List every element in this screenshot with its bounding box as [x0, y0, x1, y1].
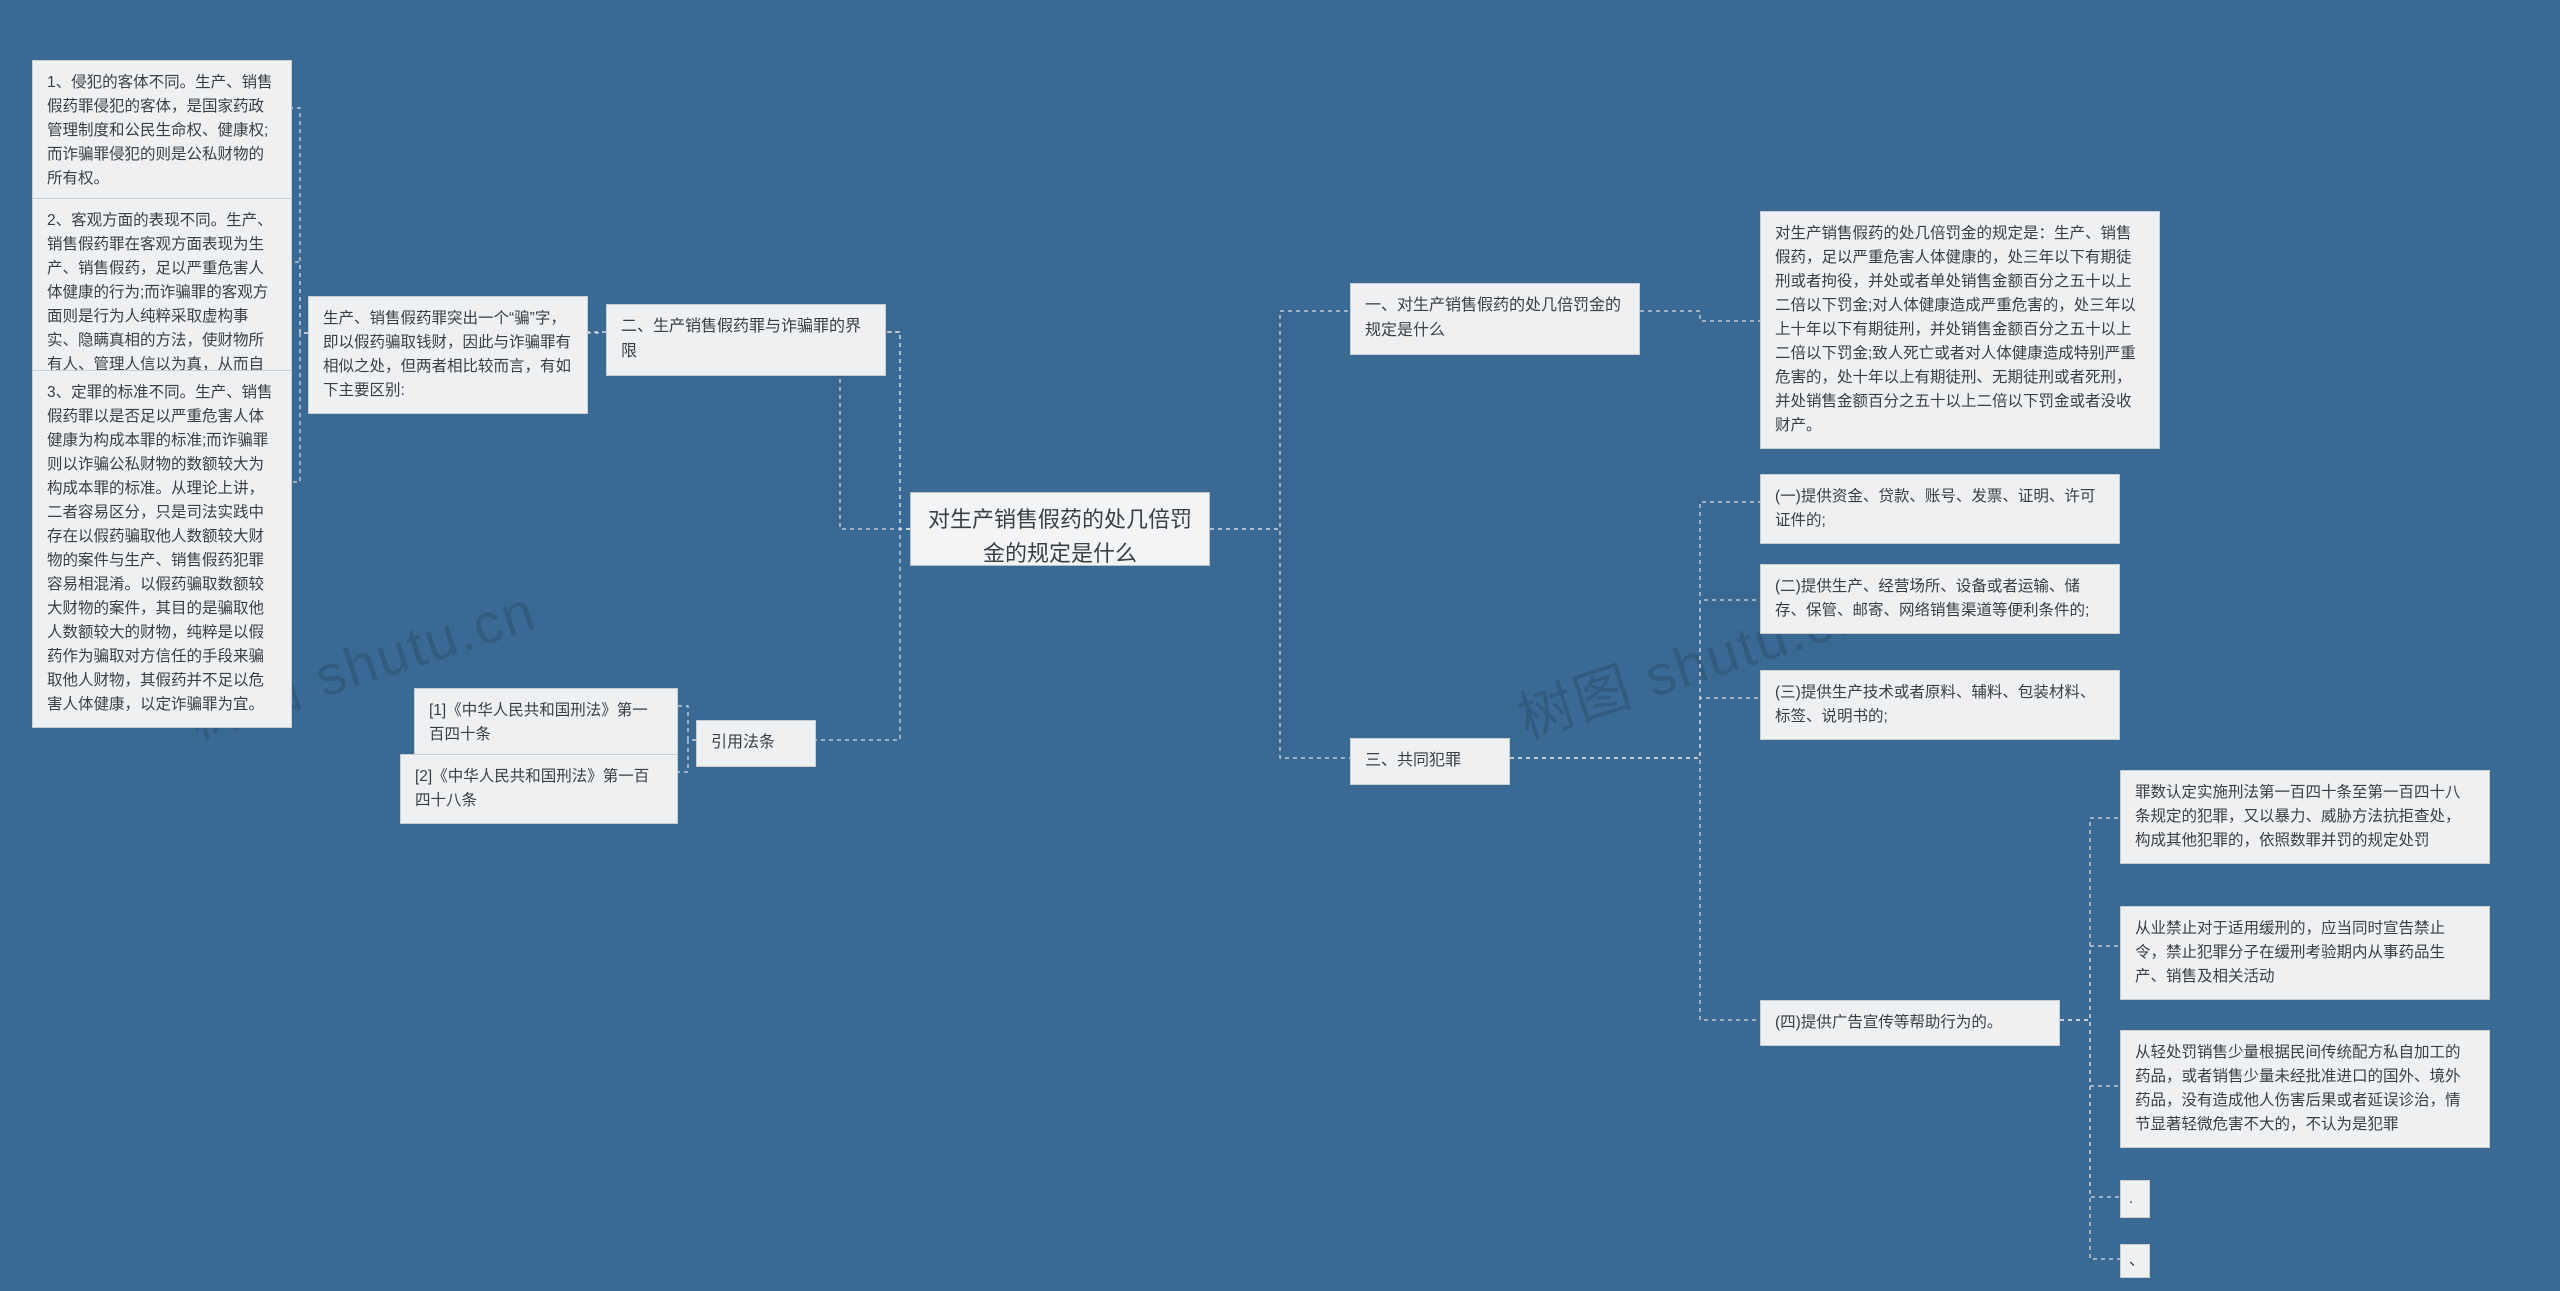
leaf-r2d5: 、	[2120, 1244, 2150, 1278]
leaf-r2d1-text: 罪数认定实施刑法第一百四十条至第一百四十八条规定的犯罪，又以暴力、威胁方法抗拒查…	[2135, 784, 2461, 849]
root-text: 对生产销售假药的处几倍罚金的规定是什么	[928, 507, 1192, 566]
leaf-r2a: (一)提供资金、贷款、账号、发票、证明、许可证件的;	[1760, 474, 2120, 544]
leaf-l1a1-text: 1、侵犯的客体不同。生产、销售假药罪侵犯的客体，是国家药政管理制度和公民生命权、…	[47, 74, 273, 187]
leaf-r2d2: 从业禁止对于适用缓刑的，应当同时宣告禁止令，禁止犯罪分子在缓刑考验期内从事药品生…	[2120, 906, 2490, 1000]
leaf-r2d3-text: 从轻处罚销售少量根据民间传统配方私自加工的药品，或者销售少量未经批准进口的国外、…	[2135, 1044, 2461, 1133]
leaf-l2b: [2]《中华人民共和国刑法》第一百四十八条	[400, 754, 678, 824]
branch-r1-text: 一、对生产销售假药的处几倍罚金的规定是什么	[1365, 297, 1621, 339]
leaf-l1a: 生产、销售假药罪突出一个“骗”字，即以假药骗取钱财，因此与诈骗罪有相似之处，但两…	[308, 296, 588, 414]
leaf-r2d: (四)提供广告宣传等帮助行为的。	[1760, 1000, 2060, 1046]
leaf-r2b: (二)提供生产、经营场所、设备或者运输、储存、保管、邮寄、网络销售渠道等便利条件…	[1760, 564, 2120, 634]
leaf-r1a: 对生产销售假药的处几倍罚金的规定是：生产、销售假药，足以严重危害人体健康的，处三…	[1760, 211, 2160, 449]
leaf-l1a-text: 生产、销售假药罪突出一个“骗”字，即以假药骗取钱财，因此与诈骗罪有相似之处，但两…	[323, 310, 571, 399]
leaf-r2c: (三)提供生产技术或者原料、辅料、包装材料、标签、说明书的;	[1760, 670, 2120, 740]
leaf-l2a-text: [1]《中华人民共和国刑法》第一百四十条	[429, 702, 648, 743]
root-node: 对生产销售假药的处几倍罚金的规定是什么	[910, 492, 1210, 566]
leaf-l1a1: 1、侵犯的客体不同。生产、销售假药罪侵犯的客体，是国家药政管理制度和公民生命权、…	[32, 60, 292, 202]
leaf-l1a3: 3、定罪的标准不同。生产、销售假药罪以是否足以严重危害人体健康为构成本罪的标准;…	[32, 370, 292, 728]
leaf-r2a-text: (一)提供资金、贷款、账号、发票、证明、许可证件的;	[1775, 488, 2095, 529]
branch-l1-text: 二、生产销售假药罪与诈骗罪的界限	[621, 318, 861, 360]
leaf-r1a-text: 对生产销售假药的处几倍罚金的规定是：生产、销售假药，足以严重危害人体健康的，处三…	[1775, 225, 2136, 434]
leaf-r2d-text: (四)提供广告宣传等帮助行为的。	[1775, 1014, 2002, 1031]
leaf-l2b-text: [2]《中华人民共和国刑法》第一百四十八条	[415, 768, 649, 809]
leaf-r2d4-text: .	[2129, 1190, 2133, 1207]
leaf-l2a: [1]《中华人民共和国刑法》第一百四十条	[414, 688, 678, 758]
leaf-r2b-text: (二)提供生产、经营场所、设备或者运输、储存、保管、邮寄、网络销售渠道等便利条件…	[1775, 578, 2089, 619]
leaf-r2d5-text: 、	[2129, 1252, 2145, 1269]
leaf-l1a3-text: 3、定罪的标准不同。生产、销售假药罪以是否足以严重危害人体健康为构成本罪的标准;…	[47, 384, 273, 713]
branch-r2-text: 三、共同犯罪	[1365, 752, 1461, 769]
branch-l2: 引用法条	[696, 720, 816, 767]
leaf-r2c-text: (三)提供生产技术或者原料、辅料、包装材料、标签、说明书的;	[1775, 684, 2095, 725]
leaf-r2d3: 从轻处罚销售少量根据民间传统配方私自加工的药品，或者销售少量未经批准进口的国外、…	[2120, 1030, 2490, 1148]
leaf-r2d1: 罪数认定实施刑法第一百四十条至第一百四十八条规定的犯罪，又以暴力、威胁方法抗拒查…	[2120, 770, 2490, 864]
branch-l1: 二、生产销售假药罪与诈骗罪的界限	[606, 304, 886, 376]
branch-r1: 一、对生产销售假药的处几倍罚金的规定是什么	[1350, 283, 1640, 355]
leaf-r2d2-text: 从业禁止对于适用缓刑的，应当同时宣告禁止令，禁止犯罪分子在缓刑考验期内从事药品生…	[2135, 920, 2445, 985]
leaf-r2d4: .	[2120, 1180, 2150, 1218]
branch-r2: 三、共同犯罪	[1350, 738, 1510, 785]
branch-l2-text: 引用法条	[711, 734, 775, 751]
